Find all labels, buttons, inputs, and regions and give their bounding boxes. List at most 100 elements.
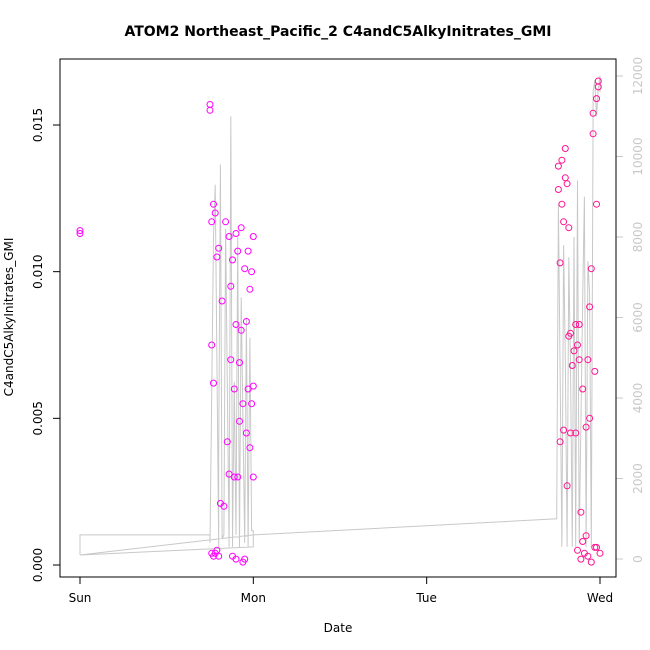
data-point xyxy=(574,546,581,554)
data-point xyxy=(239,400,247,408)
y2-tick-label: 4000 xyxy=(631,383,645,414)
data-point xyxy=(560,218,568,226)
y2-tick-label: 0 xyxy=(631,555,645,563)
data-point xyxy=(574,341,581,349)
data-point xyxy=(241,555,249,563)
data-point xyxy=(589,130,597,138)
data-point xyxy=(215,244,223,252)
data-point xyxy=(246,285,254,293)
data-point xyxy=(210,200,217,208)
data-point xyxy=(577,508,585,516)
data-point xyxy=(586,303,594,311)
plot-frame xyxy=(59,58,617,578)
y-axis-label: C4andC5AlkyInitrates_GMI xyxy=(2,238,16,397)
y-tick-label: 0.015 xyxy=(31,108,45,142)
data-point xyxy=(208,341,216,349)
data-point xyxy=(234,473,242,481)
data-point xyxy=(560,426,568,434)
data-point xyxy=(579,538,587,545)
data-point xyxy=(584,552,592,560)
data-point xyxy=(246,444,254,452)
data-point xyxy=(225,470,233,478)
data-point xyxy=(570,347,578,355)
data-point xyxy=(556,259,564,267)
y2-tick-label: 8000 xyxy=(631,222,645,253)
data-point xyxy=(579,385,587,393)
x-tick-label: Mon xyxy=(241,591,266,605)
data-point xyxy=(248,268,256,276)
data-point xyxy=(589,109,597,117)
data-point xyxy=(211,209,219,217)
data-point xyxy=(572,321,580,328)
data-point xyxy=(568,362,576,369)
data-point xyxy=(558,156,566,164)
data-point xyxy=(558,200,566,208)
data-point xyxy=(593,200,600,208)
data-point xyxy=(76,227,84,235)
data-point xyxy=(249,473,257,481)
data-point xyxy=(227,356,235,364)
data-point xyxy=(577,555,585,563)
data-point xyxy=(232,230,240,237)
data-point xyxy=(587,558,595,566)
data-point xyxy=(563,180,571,188)
y-tick-label: 0.005 xyxy=(31,401,45,435)
data-point xyxy=(223,438,231,446)
data-point xyxy=(242,318,250,325)
data-point xyxy=(567,329,574,337)
data-point xyxy=(591,367,599,375)
data-point xyxy=(244,385,252,393)
data-point xyxy=(587,265,595,273)
data-point xyxy=(575,356,583,364)
data-point xyxy=(561,145,569,152)
data-point xyxy=(225,233,233,240)
y2-tick-label: 2000 xyxy=(631,463,645,494)
data-point xyxy=(248,400,256,408)
data-point xyxy=(565,224,573,232)
data-point xyxy=(210,379,217,387)
data-point xyxy=(554,162,562,170)
data-point xyxy=(242,429,250,437)
data-point xyxy=(222,218,230,226)
data-point xyxy=(584,356,592,364)
x-tick-label: Sun xyxy=(69,591,92,605)
x-axis-label: Date xyxy=(324,621,353,635)
data-point xyxy=(227,282,235,290)
data-point xyxy=(234,247,242,255)
data-point xyxy=(241,265,249,273)
data-point xyxy=(582,532,590,540)
data-point xyxy=(232,555,240,563)
data-point xyxy=(236,359,243,367)
data-point xyxy=(218,297,226,305)
data-point xyxy=(582,423,590,431)
data-point xyxy=(249,382,257,390)
data-point xyxy=(594,83,602,91)
x-tick-label: Wed xyxy=(587,591,613,605)
data-point xyxy=(593,543,600,551)
data-point xyxy=(244,247,252,255)
y-tick-label: 0.000 xyxy=(31,548,45,582)
data-point xyxy=(230,473,238,481)
data-point xyxy=(249,233,257,240)
data-point xyxy=(206,106,214,114)
x-tick-label: Tue xyxy=(415,591,437,605)
data-point xyxy=(572,429,580,437)
data-point xyxy=(213,253,221,261)
data-point xyxy=(237,326,245,334)
data-point xyxy=(593,95,600,103)
data-point xyxy=(220,502,228,510)
data-point xyxy=(232,321,240,328)
data-point xyxy=(236,417,243,425)
data-point xyxy=(208,218,216,226)
chart-title: ATOM2 Northeast_Pacific_2 C4andC5AlkyIni… xyxy=(124,24,551,40)
data-point xyxy=(554,186,562,193)
y2-tick-label: 6000 xyxy=(631,302,645,333)
y-tick-label: 0.010 xyxy=(31,254,45,288)
data-point xyxy=(556,438,564,446)
points-layer xyxy=(76,77,604,566)
data-point xyxy=(563,482,571,490)
data-point xyxy=(575,321,583,328)
data-point xyxy=(215,552,223,560)
